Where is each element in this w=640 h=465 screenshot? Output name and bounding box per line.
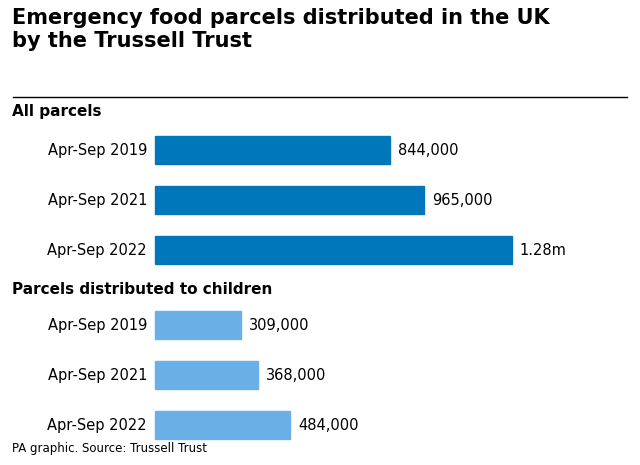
Text: Apr-Sep 2019: Apr-Sep 2019 (47, 142, 147, 158)
Text: Parcels distributed to children: Parcels distributed to children (12, 282, 273, 297)
Text: All parcels: All parcels (12, 104, 102, 119)
Bar (155, 186, 424, 214)
Text: Apr-Sep 2022: Apr-Sep 2022 (47, 243, 147, 258)
Bar (155, 311, 241, 339)
Text: 484,000: 484,000 (298, 418, 358, 432)
Text: 368,000: 368,000 (266, 367, 326, 383)
Text: 309,000: 309,000 (249, 318, 310, 332)
Text: PA graphic. Source: Trussell Trust: PA graphic. Source: Trussell Trust (12, 442, 207, 455)
Text: Apr-Sep 2021: Apr-Sep 2021 (47, 367, 147, 383)
Bar (155, 236, 511, 264)
Bar (155, 136, 390, 164)
Text: Apr-Sep 2021: Apr-Sep 2021 (47, 193, 147, 207)
Text: Emergency food parcels distributed in the UK
by the Trussell Trust: Emergency food parcels distributed in th… (12, 8, 550, 51)
Bar (155, 411, 290, 439)
Bar (155, 361, 257, 389)
Text: 965,000: 965,000 (432, 193, 492, 207)
Text: Apr-Sep 2019: Apr-Sep 2019 (47, 318, 147, 332)
Text: Apr-Sep 2022: Apr-Sep 2022 (47, 418, 147, 432)
Text: 844,000: 844,000 (398, 142, 459, 158)
Text: 1.28m: 1.28m (520, 243, 566, 258)
